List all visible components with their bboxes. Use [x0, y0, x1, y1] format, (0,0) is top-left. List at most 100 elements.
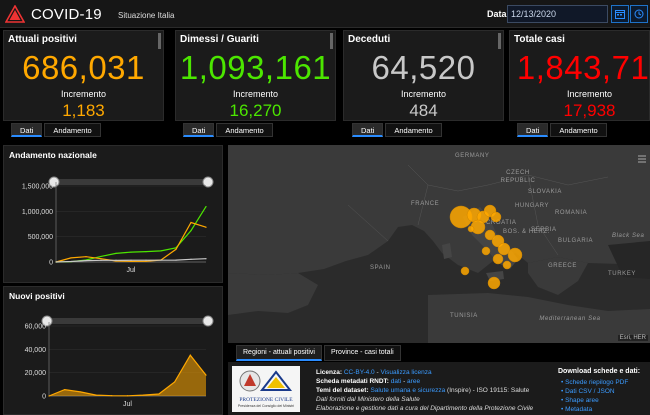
map-label: GREECE [548, 263, 577, 269]
temi-label: Temi del dataset: [316, 387, 369, 394]
card-value: 1,093,161 [179, 49, 332, 86]
data-point [145, 260, 147, 262]
licenza-separator: - [374, 369, 381, 376]
tab-dati[interactable]: Dati [11, 123, 43, 137]
card-value: 1,843,712 [516, 49, 650, 86]
data-point [85, 256, 87, 258]
series-line [55, 206, 207, 263]
data-point [100, 255, 102, 258]
range-slider-track[interactable] [45, 318, 210, 324]
region-bubble [497, 242, 511, 256]
range-slider-end-handle[interactable] [202, 315, 214, 327]
scheda-separator: - [401, 378, 408, 385]
download-dati-link[interactable]: • Dati CSV / JSON [561, 388, 615, 395]
fonte-line: Dati forniti dal Ministero della Salute [316, 396, 420, 403]
data-point [130, 259, 132, 261]
time-button[interactable] [630, 5, 648, 23]
temi-link[interactable]: Salute umana e sicurezza [370, 387, 446, 394]
tab-province[interactable]: Province - casi totali [323, 345, 401, 361]
data-point [190, 229, 192, 232]
card-increment-label: Incremento [232, 89, 279, 99]
tab-dati[interactable]: Dati [352, 123, 384, 137]
app-header: COVID-19 Situazione Italia Data [0, 0, 650, 28]
card-attuali-positivi: Attuali positivi 686,031 Incremento 1,18… [3, 30, 164, 121]
data-point [79, 391, 81, 393]
card-scrollbar[interactable] [158, 33, 161, 49]
range-slider-start-handle[interactable] [41, 315, 53, 327]
chart-panel-nuovi: Nuovi positivi 60,000 40,000 20,000 0 Jul [3, 286, 223, 415]
data-point [174, 381, 176, 383]
card-increment-value: 484 [409, 101, 438, 120]
download-metadata-link[interactable]: • Metadata [561, 406, 593, 413]
scheda-line: Scheda metadati RNDT: dati - aree [316, 378, 420, 385]
map-label: Mediterranean Sea [539, 316, 601, 322]
data-point [175, 259, 177, 261]
tab-andamento[interactable]: Andamento [44, 123, 101, 137]
info-footer: PROTEZIONE CIVILE Presidenza del Consigl… [228, 362, 650, 415]
date-input[interactable] [507, 5, 608, 23]
region-bubble [487, 276, 501, 290]
map-attribution: Esri, HER [617, 335, 648, 341]
card-tabs-dimessi: Dati Andamento [183, 123, 273, 137]
chart-panel-nazionale: Andamento nazionale 1,500,000 1,000,000 50… [3, 145, 223, 283]
region-bubble [481, 246, 491, 256]
card-title: Deceduti [348, 34, 391, 45]
card-totale-casi: Totale casi 1,843,712 Incremento 17,938 [509, 30, 650, 121]
card-increment-value: 17,938 [563, 101, 616, 120]
range-slider-track[interactable] [52, 179, 210, 185]
data-point [205, 206, 207, 208]
card-scrollbar[interactable] [498, 33, 501, 49]
card-increment-label: Incremento [400, 89, 447, 99]
map-label: TURKEY [608, 271, 636, 277]
data-point [100, 259, 102, 261]
data-point [115, 259, 117, 261]
download-shape-link[interactable]: • Shape aree [561, 397, 599, 404]
data-point [205, 374, 207, 376]
map-tabs: Regioni - attuali positivi Province - ca… [236, 345, 401, 361]
scheda-aree-link[interactable]: aree [407, 378, 421, 385]
region-bubble [492, 253, 504, 265]
map-label: BULGARIA [558, 238, 594, 244]
elaborazione-line: Elaborazione e gestione dati a cura del … [316, 405, 534, 412]
card-value: 686,031 [22, 49, 145, 86]
card-tabs-deceduti: Dati Andamento [352, 123, 442, 137]
region-bubble [507, 247, 523, 263]
map-view[interactable]: GERMANY CZECH REPUBLIC SLOVAKIA FRANCE H… [228, 145, 650, 343]
tab-andamento[interactable]: Andamento [385, 123, 442, 137]
temi-rest: (Inspire) - ISO 19115: Salute [445, 387, 530, 394]
download-schede-link[interactable]: • Schede riepilogo PDF [561, 379, 629, 386]
data-point [189, 354, 191, 356]
tab-dati[interactable]: Dati [517, 123, 549, 137]
tab-andamento[interactable]: Andamento [550, 123, 607, 137]
covid-logo-icon [5, 5, 25, 23]
map-label: Black Sea [612, 233, 645, 239]
data-point [85, 259, 87, 262]
data-point [70, 260, 72, 263]
data-point [126, 395, 129, 397]
region-bubble [484, 229, 496, 241]
data-point [190, 258, 192, 260]
card-scrollbar[interactable] [330, 33, 333, 49]
region-bubble [502, 260, 512, 270]
tab-regioni[interactable]: Regioni - attuali positivi [236, 345, 322, 361]
map-list-icon[interactable] [638, 151, 646, 163]
calendar-button[interactable] [611, 5, 629, 23]
range-slider-end-handle[interactable] [202, 176, 214, 188]
y-tick-label: 40,000 [25, 347, 47, 354]
logo-subtext: Presidenza del Consiglio dei Ministri [237, 404, 295, 408]
tab-andamento[interactable]: Andamento [216, 123, 273, 137]
region-bubble [467, 225, 475, 233]
scheda-dati-link[interactable]: dati [390, 378, 402, 385]
map-label: SERBIA [531, 227, 557, 233]
data-point [145, 259, 147, 261]
data-point [100, 258, 102, 260]
map-label: SPAIN [370, 265, 391, 271]
temi-line: Temi del dataset: Salute umana e sicurez… [316, 387, 529, 394]
tab-dati[interactable]: Dati [183, 123, 215, 137]
data-point [205, 258, 207, 260]
range-slider-start-handle[interactable] [48, 176, 60, 188]
card-title: Totale casi [514, 34, 565, 45]
licenza-link[interactable]: CC-BY-4.0 [343, 369, 375, 376]
clock-icon [634, 9, 644, 19]
visualizza-licenza-link[interactable]: Visualizza licenza [380, 369, 432, 376]
